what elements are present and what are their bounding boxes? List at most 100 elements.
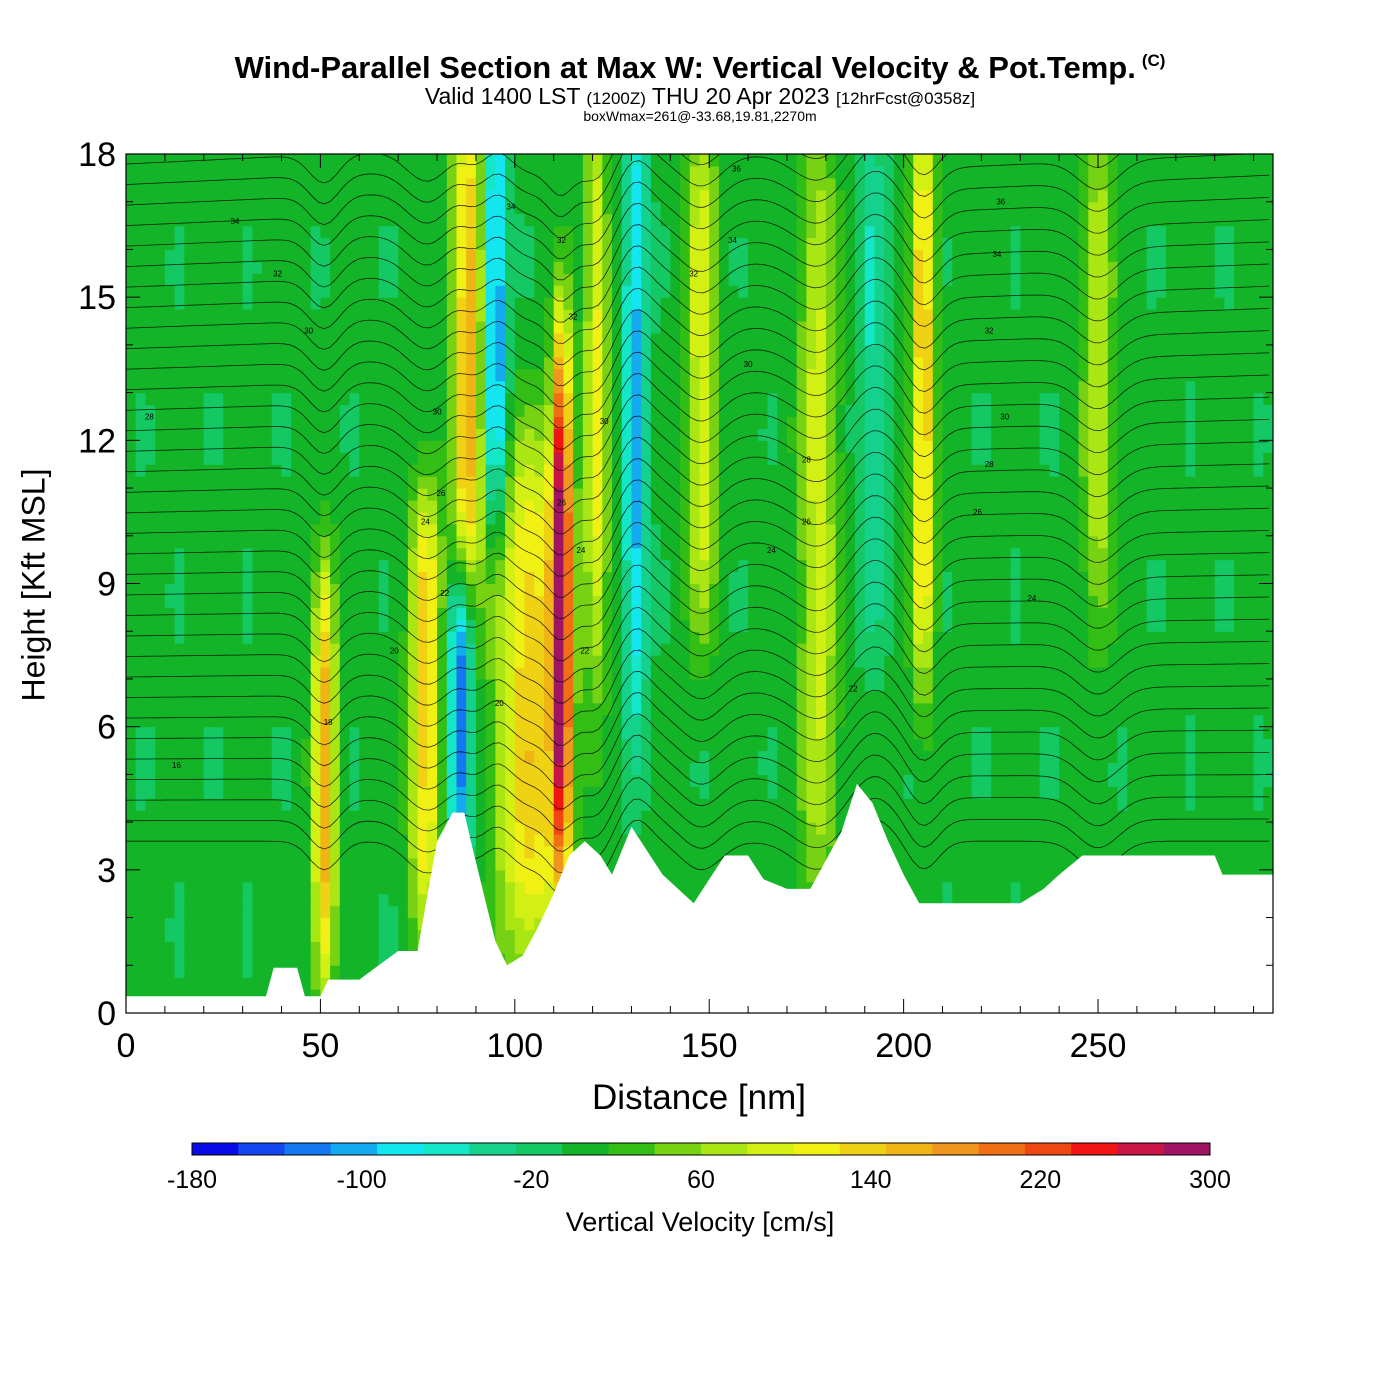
velocity-cell (553, 714, 564, 728)
velocity-cell (670, 810, 681, 823)
velocity-cell (417, 881, 428, 895)
velocity-cell (349, 368, 360, 382)
velocity-cell (174, 762, 185, 775)
velocity-cell (135, 249, 146, 262)
velocity-cell (505, 452, 516, 465)
velocity-cell (135, 667, 146, 680)
velocity-cell (534, 404, 545, 417)
velocity-cell (252, 571, 263, 585)
velocity-cell (388, 321, 399, 334)
velocity-cell (689, 177, 701, 191)
velocity-cell (242, 309, 253, 322)
velocity-cell (388, 846, 399, 859)
velocity-cell (155, 177, 166, 191)
velocity-cell (417, 309, 428, 322)
velocity-cell (582, 392, 594, 406)
velocity-cell (748, 368, 759, 382)
velocity-cell (339, 416, 351, 429)
velocity-cell (709, 643, 720, 656)
velocity-cell (223, 237, 234, 250)
velocity-cell (650, 702, 662, 716)
velocity-cell (242, 834, 253, 847)
velocity-cell (301, 500, 312, 513)
velocity-cell (398, 702, 409, 716)
velocity-cell (446, 404, 458, 417)
velocity-cell (281, 714, 292, 728)
velocity-cell (680, 619, 691, 632)
velocity-cell (495, 857, 506, 871)
velocity-cell (145, 177, 156, 191)
velocity-cell (194, 965, 205, 978)
velocity-cell (787, 834, 798, 847)
velocity-cell (320, 726, 331, 740)
velocity-cell (699, 643, 710, 656)
velocity-cell (242, 953, 253, 966)
velocity-cell (369, 249, 380, 262)
velocity-cell (417, 464, 428, 477)
velocity-cell (437, 511, 448, 525)
velocity-cell (757, 452, 769, 465)
velocity-cell (126, 643, 137, 656)
velocity-cell (223, 333, 234, 346)
velocity-cell (495, 356, 506, 370)
velocity-cell (427, 333, 438, 346)
velocity-cell (787, 154, 798, 167)
velocity-cell (787, 261, 798, 274)
velocity-cell (718, 356, 730, 370)
velocity-cell (145, 822, 156, 835)
velocity-cell (553, 678, 564, 692)
velocity-cell (301, 905, 312, 919)
velocity-cell (563, 822, 574, 835)
velocity-cell (650, 368, 662, 382)
velocity-cell (787, 631, 798, 644)
velocity-cell (164, 165, 176, 179)
velocity-cell (398, 559, 409, 573)
velocity-cell (194, 643, 205, 656)
velocity-cell (378, 631, 389, 644)
velocity-cell (427, 237, 438, 250)
velocity-cell (670, 344, 681, 358)
velocity-cell (359, 356, 370, 370)
velocity-cell (787, 440, 798, 453)
velocity-cell (446, 655, 458, 668)
velocity-cell (728, 356, 739, 370)
velocity-cell (767, 452, 778, 465)
velocity-cell (330, 225, 341, 239)
velocity-cell (407, 678, 419, 692)
velocity-cell (417, 893, 428, 907)
velocity-cell (359, 929, 370, 942)
velocity-cell (155, 225, 166, 239)
velocity-cell (553, 571, 564, 585)
velocity-cell (641, 428, 652, 441)
velocity-cell (495, 619, 506, 632)
velocity-cell (602, 428, 613, 441)
velocity-cell (544, 834, 555, 847)
velocity-cell (223, 965, 234, 978)
velocity-cell (378, 869, 389, 883)
velocity-cell (359, 261, 370, 274)
velocity-cell (339, 905, 351, 919)
velocity-cell (174, 607, 185, 620)
velocity-cell (650, 452, 662, 465)
velocity-cell (641, 368, 652, 382)
velocity-cell (777, 511, 788, 525)
velocity-cell (505, 941, 516, 954)
velocity-cell (135, 857, 146, 871)
velocity-cell (242, 356, 253, 370)
velocity-cell (602, 846, 613, 859)
velocity-cell (728, 249, 739, 262)
velocity-cell (252, 380, 263, 394)
velocity-cell (232, 344, 244, 358)
velocity-cell (301, 154, 312, 167)
velocity-cell (281, 416, 292, 429)
velocity-cell (126, 798, 137, 811)
velocity-cell (407, 834, 419, 847)
velocity-cell (660, 571, 671, 585)
velocity-cell (378, 822, 389, 835)
velocity-cell (524, 165, 535, 179)
velocity-cell (718, 595, 730, 608)
velocity-cell (631, 333, 642, 346)
velocity-cell (135, 440, 146, 453)
velocity-cell (641, 273, 652, 286)
velocity-cell (709, 500, 720, 513)
